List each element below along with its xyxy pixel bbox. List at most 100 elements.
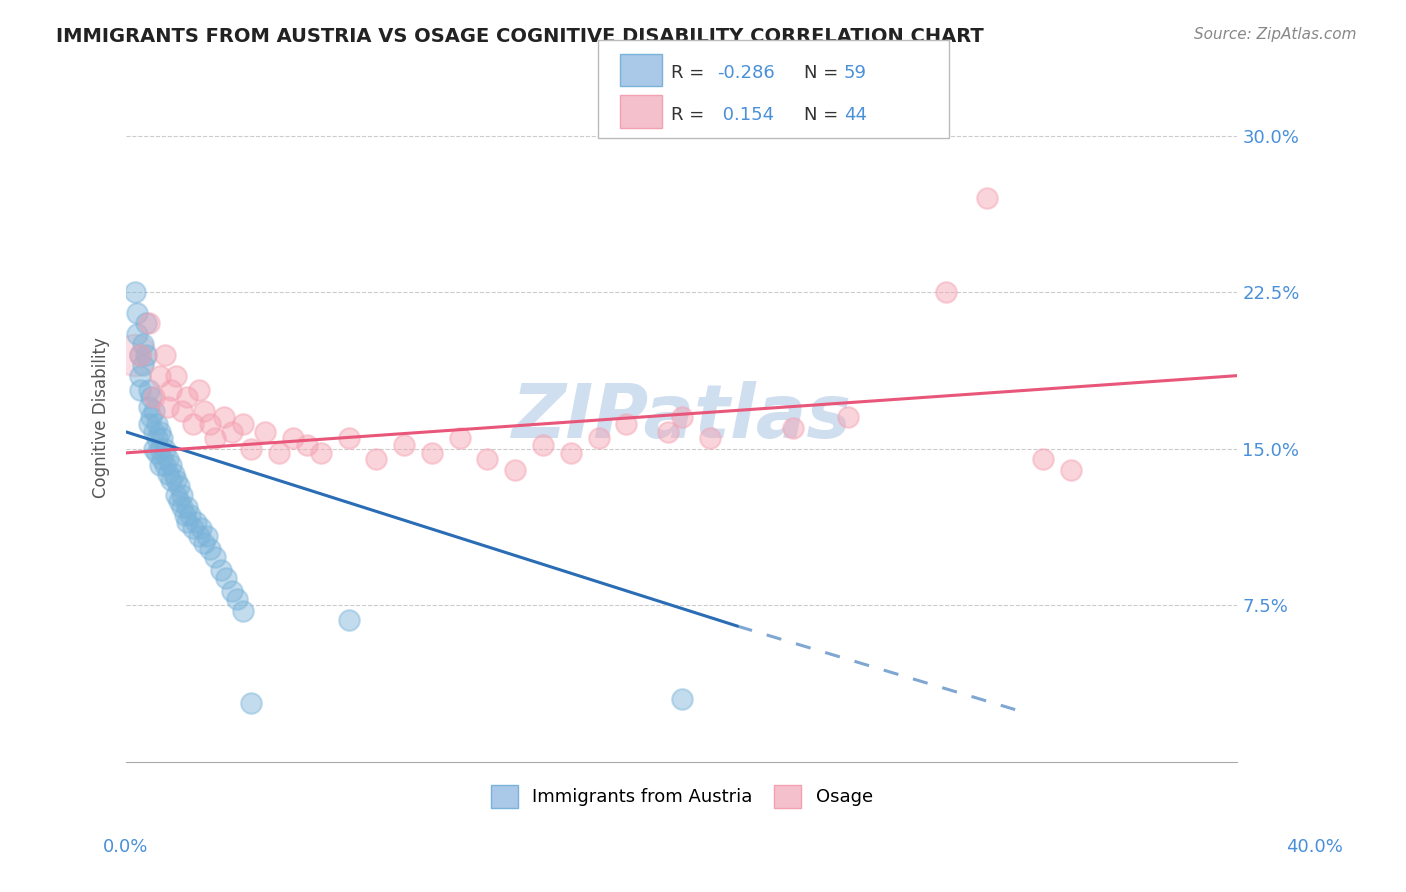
Point bbox=[179, 508, 201, 523]
Point bbox=[176, 500, 198, 515]
Point bbox=[1060, 462, 1083, 476]
Point bbox=[477, 452, 499, 467]
Point bbox=[170, 500, 193, 515]
Point bbox=[935, 285, 957, 300]
Point bbox=[165, 368, 187, 383]
Point bbox=[127, 326, 149, 341]
Text: 44: 44 bbox=[844, 106, 866, 124]
Point bbox=[671, 410, 693, 425]
Point bbox=[167, 479, 190, 493]
Text: -0.286: -0.286 bbox=[717, 64, 775, 82]
Point bbox=[129, 368, 152, 383]
Point bbox=[193, 535, 215, 549]
Point bbox=[588, 431, 610, 445]
Point bbox=[699, 431, 721, 445]
Point bbox=[221, 425, 243, 439]
Point bbox=[337, 613, 360, 627]
Point bbox=[124, 348, 146, 362]
Point bbox=[184, 515, 207, 529]
Point bbox=[449, 431, 471, 445]
Point bbox=[138, 400, 160, 414]
Point bbox=[153, 458, 176, 473]
Point bbox=[159, 383, 181, 397]
Point bbox=[204, 550, 226, 565]
Text: 0.154: 0.154 bbox=[717, 106, 775, 124]
Legend: Immigrants from Austria, Osage: Immigrants from Austria, Osage bbox=[484, 778, 880, 814]
Point bbox=[837, 410, 859, 425]
Point bbox=[156, 467, 179, 481]
Point bbox=[165, 487, 187, 501]
Point bbox=[195, 529, 218, 543]
Point bbox=[267, 446, 290, 460]
Point bbox=[170, 404, 193, 418]
Point bbox=[132, 358, 155, 372]
Point bbox=[190, 521, 212, 535]
Point bbox=[226, 591, 249, 606]
Point bbox=[503, 462, 526, 476]
Point bbox=[193, 404, 215, 418]
Point bbox=[240, 696, 263, 710]
Point bbox=[420, 446, 443, 460]
Point bbox=[173, 508, 195, 523]
Point bbox=[138, 317, 160, 331]
Point bbox=[146, 417, 169, 431]
Point bbox=[295, 437, 318, 451]
Point bbox=[153, 348, 176, 362]
Point bbox=[671, 692, 693, 706]
Point bbox=[657, 425, 679, 439]
Point bbox=[135, 348, 157, 362]
Point bbox=[337, 431, 360, 445]
Point bbox=[127, 306, 149, 320]
Point bbox=[309, 446, 332, 460]
Point bbox=[165, 473, 187, 487]
Point bbox=[152, 431, 174, 445]
Text: Source: ZipAtlas.com: Source: ZipAtlas.com bbox=[1194, 27, 1357, 42]
Point bbox=[560, 446, 582, 460]
Point bbox=[159, 458, 181, 473]
Point bbox=[146, 446, 169, 460]
Text: R =: R = bbox=[671, 106, 710, 124]
Text: R =: R = bbox=[671, 64, 710, 82]
Point bbox=[1032, 452, 1054, 467]
Point bbox=[138, 383, 160, 397]
Point bbox=[138, 417, 160, 431]
Point bbox=[156, 452, 179, 467]
Point bbox=[187, 383, 209, 397]
Point bbox=[254, 425, 277, 439]
Point bbox=[215, 571, 238, 585]
Point bbox=[170, 487, 193, 501]
Point bbox=[156, 400, 179, 414]
Point bbox=[141, 410, 163, 425]
Point bbox=[149, 425, 172, 439]
Point bbox=[212, 410, 235, 425]
Point bbox=[143, 390, 166, 404]
Point bbox=[181, 417, 204, 431]
Point bbox=[153, 442, 176, 456]
Point bbox=[162, 467, 184, 481]
Point bbox=[366, 452, 388, 467]
Point bbox=[143, 404, 166, 418]
Point bbox=[152, 452, 174, 467]
Point bbox=[187, 529, 209, 543]
Point bbox=[146, 431, 169, 445]
Point bbox=[614, 417, 637, 431]
Point bbox=[149, 458, 172, 473]
Point bbox=[176, 390, 198, 404]
Point bbox=[129, 348, 152, 362]
Point bbox=[141, 390, 163, 404]
Text: N =: N = bbox=[804, 64, 844, 82]
Text: ZIPatlas: ZIPatlas bbox=[512, 381, 852, 454]
Text: IMMIGRANTS FROM AUSTRIA VS OSAGE COGNITIVE DISABILITY CORRELATION CHART: IMMIGRANTS FROM AUSTRIA VS OSAGE COGNITI… bbox=[56, 27, 984, 45]
Point bbox=[135, 317, 157, 331]
Point bbox=[129, 348, 152, 362]
Point bbox=[221, 583, 243, 598]
Point bbox=[204, 431, 226, 445]
Point bbox=[143, 442, 166, 456]
Point bbox=[167, 494, 190, 508]
Point bbox=[209, 563, 232, 577]
Point bbox=[129, 383, 152, 397]
Point bbox=[143, 425, 166, 439]
Text: N =: N = bbox=[804, 106, 844, 124]
Point bbox=[124, 285, 146, 300]
Point bbox=[149, 368, 172, 383]
